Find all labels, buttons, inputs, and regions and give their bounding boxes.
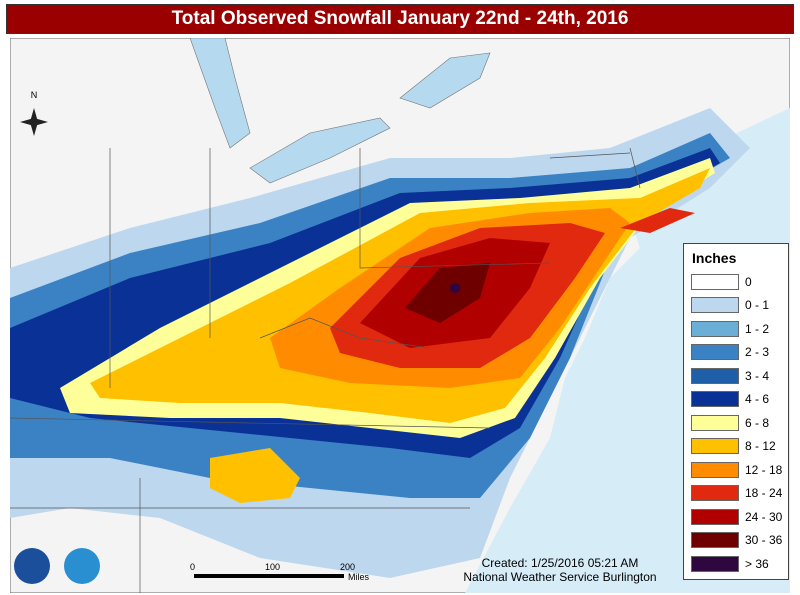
band-8-12-south	[210, 448, 300, 503]
legend-swatch	[691, 344, 739, 361]
compass-label: N	[31, 90, 38, 100]
legend-swatch	[691, 297, 739, 314]
legend-swatch	[691, 508, 739, 525]
legend-items: 0 0 - 1 1 - 2 2 - 3 3 - 4 4 - 6 6 - 8 8 - 12 12 …	[684, 270, 788, 576]
legend-swatch	[691, 391, 739, 408]
lake-ontario	[399, 52, 491, 109]
lake-erie	[249, 117, 391, 184]
legend-label: 0 - 1	[745, 298, 770, 313]
legend-item: 24 - 30	[691, 505, 788, 529]
legend-swatch	[691, 273, 739, 290]
legend-swatch	[691, 320, 739, 337]
legend-item: 0 - 1	[691, 294, 788, 318]
scale-unit: Miles	[348, 572, 370, 582]
legend-label: 12 - 18	[745, 462, 783, 477]
legend-item: 18 - 24	[691, 482, 788, 506]
legend-label: 0	[745, 274, 752, 289]
legend-label: 2 - 3	[745, 345, 770, 360]
created: Created: 1/25/2016 05:21 AM	[481, 556, 639, 570]
legend-swatch	[691, 555, 739, 572]
legend-item: 2 - 3	[691, 341, 788, 365]
state-borders	[10, 147, 641, 593]
compass: N	[20, 90, 48, 136]
legend-item: 6 - 8	[691, 411, 788, 435]
legend-item: 0	[691, 270, 788, 294]
legend-swatch	[691, 532, 739, 549]
credits: Created: 1/25/2016 05:21 AM National Wea…	[440, 556, 680, 584]
title: Total Observed Snowfall January 22nd - 2…	[6, 4, 794, 34]
legend-item: 30 - 36	[691, 529, 788, 553]
legend-label: 1 - 2	[745, 321, 770, 336]
lake-huron	[189, 38, 251, 149]
legend-swatch	[691, 485, 739, 502]
legend-item: 8 - 12	[691, 435, 788, 459]
office: National Weather Service Burlington	[463, 570, 657, 584]
legend-swatch	[691, 461, 739, 478]
legend-label: 4 - 6	[745, 392, 770, 407]
legend-label: 3 - 4	[745, 368, 770, 383]
nws-logo	[14, 548, 50, 584]
scale-bar: 0 100 200 Miles	[190, 562, 390, 592]
legend-item: 4 - 6	[691, 388, 788, 412]
legend-item: > 36	[691, 552, 788, 576]
legend: Inches 0 0 - 1 1 - 2 2 - 3 3 - 4 4 - 6 6 - 8 8 …	[683, 243, 789, 580]
legend-label: 18 - 24	[745, 486, 783, 501]
legend-label: 8 - 12	[745, 439, 776, 454]
legend-label: 30 - 36	[745, 533, 783, 548]
legend-label: 6 - 8	[745, 415, 770, 430]
legend-item: 1 - 2	[691, 317, 788, 341]
scale-label: 0	[190, 562, 196, 572]
legend-label: > 36	[745, 556, 769, 571]
band-over-36	[450, 283, 460, 293]
legend-item: 12 - 18	[691, 458, 788, 482]
legend-swatch	[691, 367, 739, 384]
legend-swatch	[691, 438, 739, 455]
legend-swatch	[691, 414, 739, 431]
scale-label: 100	[265, 562, 281, 572]
scale-bar-line	[194, 574, 344, 578]
legend-label: 24 - 30	[745, 509, 783, 524]
legend-title: Inches	[692, 250, 737, 266]
scale-label: 200	[340, 562, 356, 572]
band-18-24-li	[620, 208, 695, 233]
legend-item: 3 - 4	[691, 364, 788, 388]
band-30-36	[405, 263, 490, 323]
noaa-logo	[64, 548, 100, 584]
snowfall-map: N	[10, 38, 790, 593]
